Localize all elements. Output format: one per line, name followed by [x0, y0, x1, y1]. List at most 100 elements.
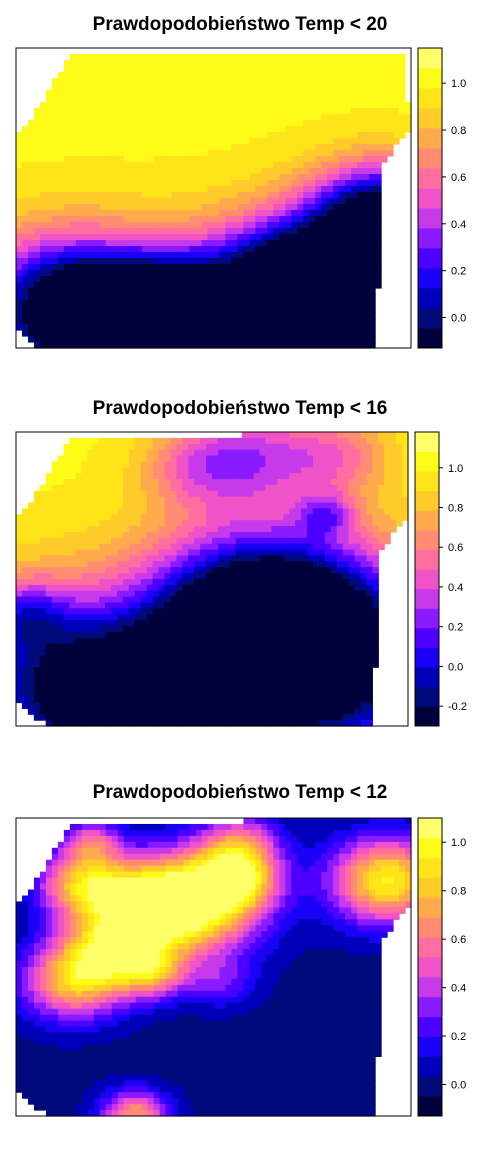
heatmap-cell	[231, 258, 239, 265]
heatmap-cell	[297, 168, 304, 175]
heatmap-cell	[105, 567, 112, 574]
heatmap-cell	[381, 138, 388, 145]
heatmap-cell	[223, 608, 231, 615]
heatmap-cell	[217, 579, 225, 586]
heatmap-cell	[153, 252, 161, 259]
heatmap-cell	[225, 228, 233, 235]
heatmap-cell	[153, 180, 161, 187]
heatmap-cell	[267, 114, 274, 121]
heatmap-cell	[289, 537, 296, 545]
heatmap-cell	[69, 114, 77, 121]
heatmap-cell	[396, 508, 403, 515]
heatmap-cell	[123, 324, 131, 331]
heatmap-cell	[390, 432, 397, 439]
heatmap-cell	[188, 473, 195, 480]
heatmap-cell	[225, 258, 233, 265]
heatmap-cell	[318, 461, 326, 468]
heatmap-cell	[213, 234, 221, 241]
heatmap-cell	[291, 270, 298, 277]
heatmap-cell	[176, 620, 183, 627]
heatmap-cell	[158, 567, 166, 574]
heatmap-cell	[39, 234, 47, 241]
heatmap-cell	[171, 216, 179, 223]
heatmap-cell	[201, 120, 209, 127]
heatmap-cell	[253, 549, 261, 557]
heatmap-cell	[333, 336, 340, 343]
heatmap-cell	[271, 579, 278, 586]
heatmap-cell	[201, 138, 209, 145]
heatmap-cell	[321, 126, 328, 133]
heatmap-cell	[321, 60, 328, 67]
heatmap-cell	[189, 186, 197, 193]
heatmap-cell	[378, 432, 385, 439]
heatmap-cell	[159, 120, 167, 127]
heatmap-cell	[303, 186, 310, 193]
heatmap-cell	[330, 590, 338, 598]
heatmap-cell	[206, 584, 213, 592]
heatmap-cell	[366, 526, 373, 533]
heatmap-cell	[309, 162, 316, 169]
heatmap-cell	[372, 596, 379, 604]
heatmap-cell	[259, 608, 267, 615]
heatmap-cell	[249, 210, 256, 217]
heatmap-cell	[249, 276, 256, 283]
heatmap-cell	[105, 602, 112, 609]
heatmap-cell	[217, 467, 225, 474]
heatmap-cell	[129, 258, 137, 265]
heatmap-cell	[147, 180, 155, 187]
heatmap-cell	[146, 490, 154, 498]
heatmap-cell	[381, 78, 388, 85]
heatmap-cell	[39, 138, 47, 145]
heatmap-cell	[351, 300, 358, 307]
heatmap-cell	[39, 608, 47, 615]
heatmap-cell	[111, 300, 119, 307]
heatmap-cell	[201, 156, 209, 163]
heatmap-cell	[201, 222, 209, 229]
heatmap-cell	[295, 467, 302, 474]
heatmap-cell	[378, 473, 385, 480]
heatmap-cell	[164, 549, 172, 557]
heatmap-cell	[81, 120, 89, 127]
heatmap-cell	[33, 144, 41, 151]
heatmap-cell	[206, 590, 213, 598]
heatmap-cell	[318, 620, 326, 627]
heatmap-cell	[111, 306, 119, 313]
heatmap-cell	[57, 150, 65, 157]
heatmap-cell	[327, 120, 334, 127]
heatmap-cell	[27, 543, 35, 551]
heatmap-cell	[399, 66, 406, 73]
heatmap-cell	[247, 490, 255, 498]
heatmap-cell	[219, 96, 227, 103]
heatmap-cell	[351, 222, 358, 229]
heatmap-cell	[213, 282, 221, 289]
heatmap-cell	[315, 228, 322, 235]
heatmap-cell	[339, 102, 346, 109]
heatmap-cell	[213, 216, 221, 223]
heatmap-cell	[369, 204, 376, 211]
heatmap-cell	[39, 246, 47, 253]
heatmap-cell	[111, 258, 119, 265]
heatmap-cell	[123, 198, 131, 205]
heatmap-cell	[51, 318, 59, 325]
heatmap-cell	[33, 561, 41, 568]
heatmap-cell	[141, 288, 149, 295]
heatmap-cell	[366, 514, 373, 521]
heatmap-cell	[183, 234, 191, 241]
heatmap-cell	[237, 336, 245, 343]
heatmap-cell	[267, 318, 274, 325]
heatmap-cell	[27, 252, 35, 259]
heatmap-cell	[339, 156, 346, 163]
heatmap-cell	[259, 520, 267, 527]
heatmap-cell	[16, 520, 23, 527]
heatmap-cell	[33, 514, 41, 521]
heatmap-cell	[177, 84, 185, 91]
heatmap-cell	[285, 330, 292, 337]
heatmap-cell	[129, 168, 137, 175]
heatmap-cell	[223, 437, 231, 445]
heatmap-cell	[369, 330, 376, 337]
heatmap-cell	[271, 596, 278, 604]
heatmap-cell	[57, 288, 65, 295]
heatmap-cell	[321, 282, 328, 289]
heatmap-cell	[153, 306, 161, 313]
heatmap-cell	[357, 78, 364, 85]
